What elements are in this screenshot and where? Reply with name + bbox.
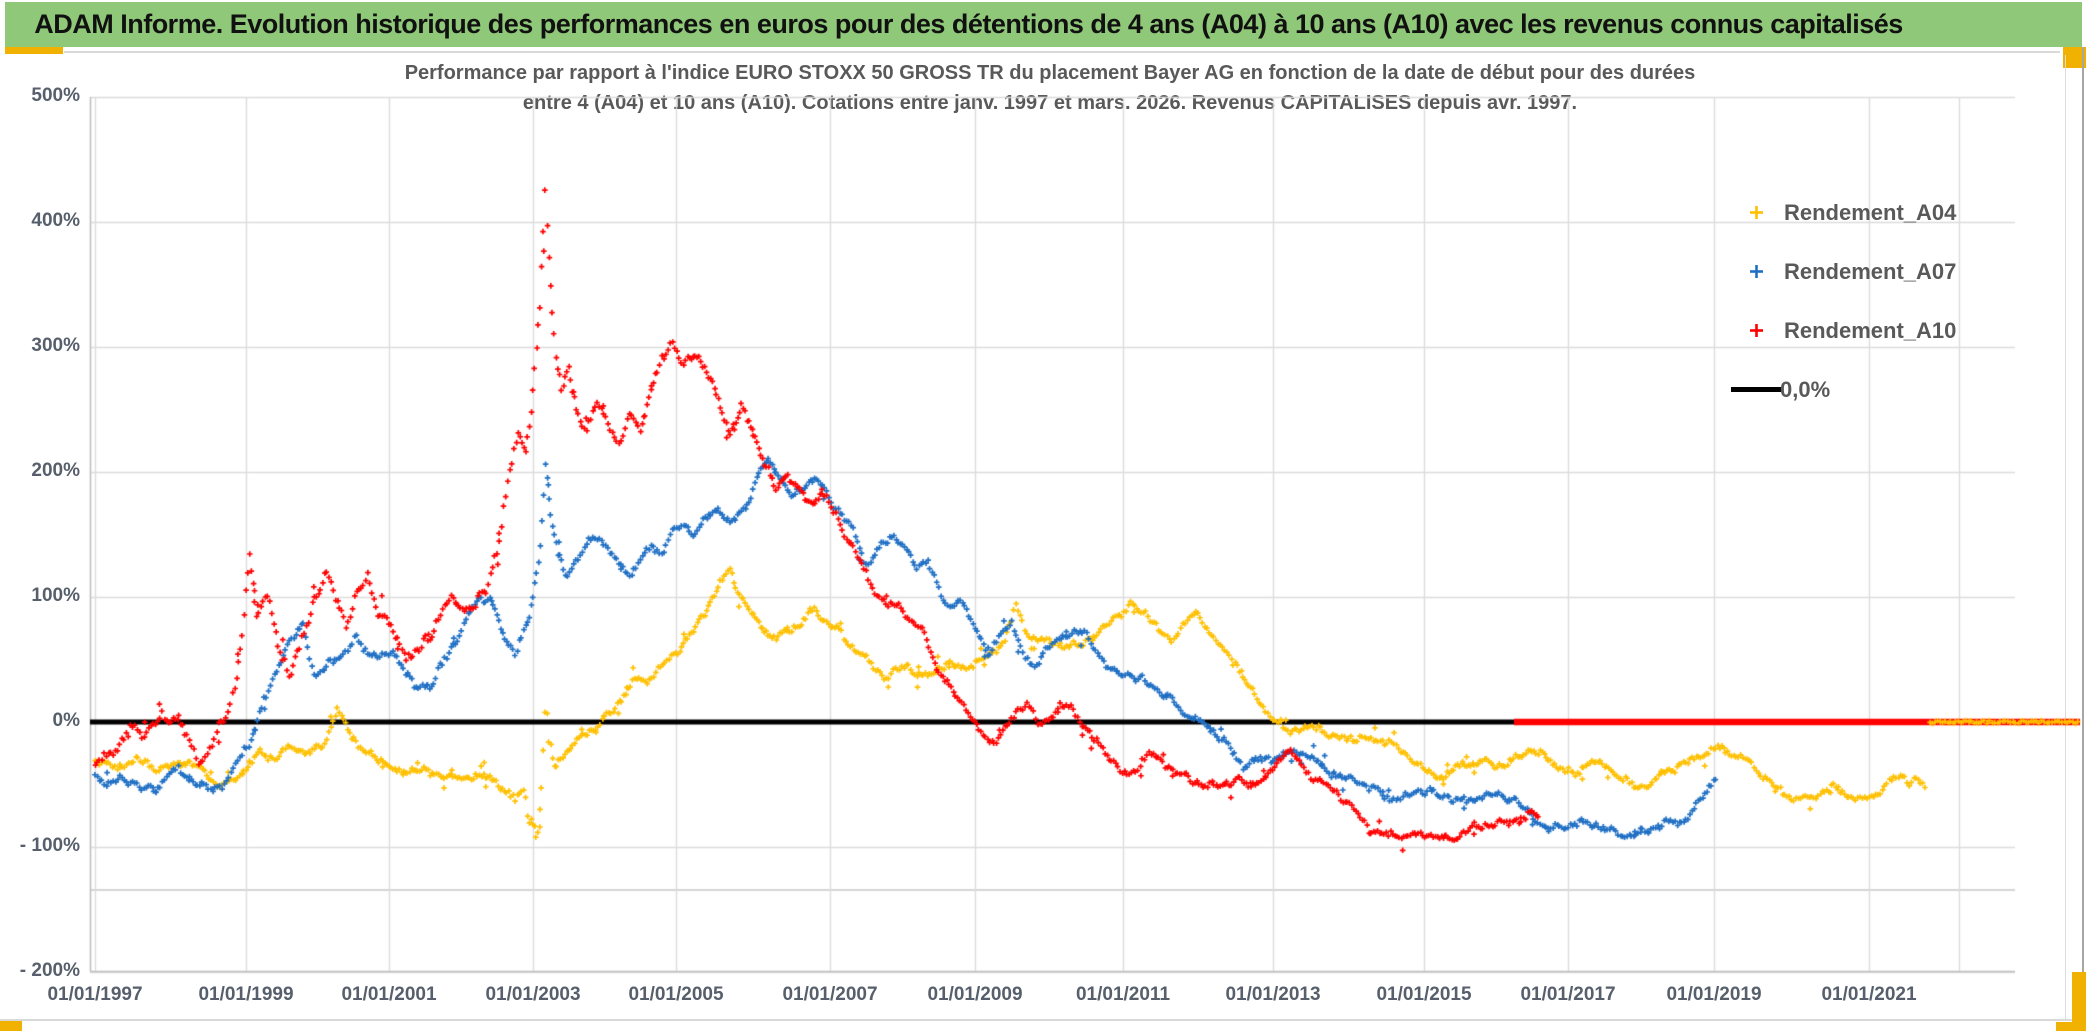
y-tick-label: - 100% (19, 835, 80, 856)
y-tick-label: 500% (31, 85, 80, 106)
x-tick-label: 01/01/2015 (1376, 984, 1472, 1005)
x-tick-label: 01/01/1999 (198, 984, 294, 1005)
y-tick-label: 200% (31, 460, 80, 481)
x-tick-label: 01/01/2021 (1821, 984, 1917, 1005)
legend-item: Rendement_A07 (1728, 242, 2028, 301)
x-tick-label: 01/01/2017 (1520, 984, 1616, 1005)
legend-item: Rendement_A10 (1728, 301, 2028, 360)
x-tick-label: 01/01/2009 (927, 984, 1023, 1005)
y-tick-label: 0% (52, 710, 80, 731)
y-tick-label: 100% (31, 585, 80, 606)
plus-marker-icon (1728, 205, 1784, 220)
legend-item: 0,0% (1728, 360, 2028, 419)
chart-legend: Rendement_A04 Rendement_A07 Rendement_A10 0… (1728, 183, 2028, 419)
x-tick-label: 01/01/2003 (485, 984, 581, 1005)
x-tick-label: 01/01/2013 (1225, 984, 1321, 1005)
x-tick-label: 01/01/1997 (47, 984, 143, 1005)
x-tick-label: 01/01/2005 (628, 984, 724, 1005)
legend-item-label: Rendement_A10 (1784, 317, 1957, 343)
plus-marker-icon (1728, 264, 1784, 279)
legend-item-label: Rendement_A07 (1784, 258, 1957, 284)
plus-marker-icon (1728, 323, 1784, 338)
x-tick-label: 01/01/2011 (1075, 984, 1171, 1005)
x-tick-label: 01/01/2001 (341, 984, 437, 1005)
legend-item-label: 0,0% (1780, 376, 1831, 402)
legend-item-label: Rendement_A04 (1784, 199, 1957, 225)
y-tick-label: 300% (31, 335, 80, 356)
y-tick-label: 400% (31, 210, 80, 231)
x-tick-label: 01/01/2007 (782, 984, 878, 1005)
legend-item: Rendement_A04 (1728, 183, 2028, 242)
x-tick-label: 01/01/2019 (1666, 984, 1762, 1005)
y-tick-label: - 200% (19, 960, 80, 981)
legend-zero-line-swatch (1728, 387, 1784, 392)
